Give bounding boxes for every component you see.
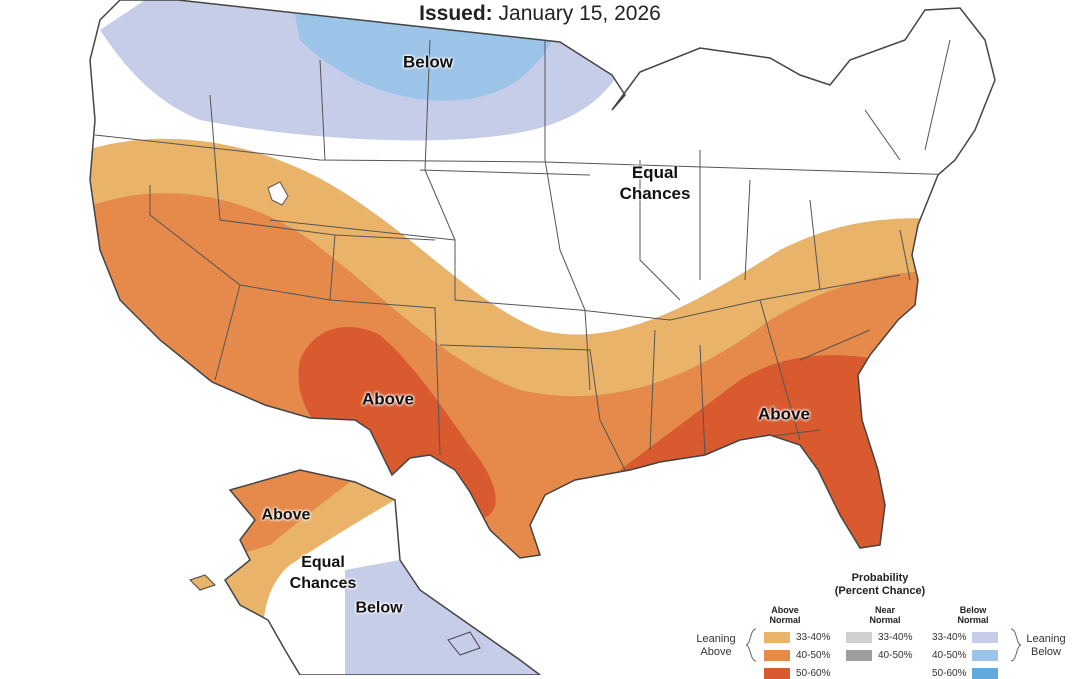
legend-swatch — [764, 649, 790, 661]
legend-near-header: Near Normal — [850, 605, 920, 625]
legend-bin-label: 33-40% — [796, 631, 831, 643]
label-above-southwest: Above — [362, 389, 414, 409]
legend-swatch — [972, 631, 999, 643]
legend-leaning-below-2: Below — [1031, 646, 1061, 658]
label-equal-line: Equal — [631, 163, 679, 182]
label-equal-chances-alaska: Equal Chances — [290, 552, 357, 594]
legend-leaning-above-2: Above — [700, 646, 732, 658]
legend-near-header-1: Near — [874, 605, 895, 615]
legend-below-header-1: Below — [959, 605, 987, 615]
label-ak-chances-line: Chances — [289, 575, 357, 592]
issued-label: Issued: — [419, 2, 493, 25]
issued-line: Issued: January 15, 2026 — [0, 0, 1080, 28]
legend-leaning-above: Leaning Above — [690, 633, 742, 659]
legend-bin-label: 40-50% — [796, 649, 831, 661]
legend-below-header: Below Normal — [938, 605, 1008, 625]
legend-bin-label: 40-50% — [932, 649, 967, 661]
legend-title: Probability (Percent Chance) — [800, 572, 960, 598]
legend-above-header: Above Normal — [750, 605, 820, 625]
legend-above-row-3: 50-60% — [764, 667, 830, 679]
label-below-north: Below — [402, 52, 454, 72]
legend-brace-right — [1010, 628, 1022, 662]
legend-below-row-2: 40-50% — [932, 649, 999, 661]
legend-swatch — [846, 649, 872, 661]
legend-below-row-3: 50-60% — [932, 667, 999, 679]
legend-above-header-2: Normal — [769, 615, 801, 625]
legend-below-row-1: 33-40% — [932, 631, 999, 643]
label-above-southeast: Above — [758, 404, 810, 424]
label-below-alaska: Below — [355, 599, 403, 617]
legend-swatch — [764, 631, 790, 643]
legend-leaning-below: Leaning Below — [1021, 633, 1071, 659]
issued-date: January 15, 2026 — [498, 2, 661, 25]
legend-title-line1: Probability — [851, 572, 909, 584]
label-chances-line: Chances — [619, 184, 691, 203]
label-ak-equal-line: Equal — [301, 554, 345, 571]
label-equal-chances-conus: Equal Chances — [620, 162, 691, 204]
legend-swatch — [972, 667, 999, 679]
legend-swatch — [972, 649, 999, 661]
legend-brace-left — [745, 628, 757, 662]
legend-above-row-1: 33-40% — [764, 631, 830, 643]
legend-leaning-above-1: Leaning — [696, 633, 736, 645]
legend-swatch — [764, 667, 790, 679]
label-above-alaska: Above — [261, 506, 311, 524]
legend-below-header-2: Normal — [957, 615, 989, 625]
legend-above-header-1: Above — [771, 605, 799, 615]
legend-above-row-2: 40-50% — [764, 649, 830, 661]
legend-bin-label: 40-50% — [878, 649, 913, 661]
legend-bin-label: 33-40% — [932, 631, 967, 643]
legend-near-row-1: 33-40% — [846, 631, 912, 643]
legend-title-line2: (Percent Chance) — [834, 585, 926, 597]
legend-near-header-2: Normal — [869, 615, 901, 625]
legend-bin-label: 50-60% — [796, 667, 831, 679]
legend-near-row-2: 40-50% — [846, 649, 912, 661]
legend-bin-label: 50-60% — [932, 667, 967, 679]
legend-leaning-below-1: Leaning — [1026, 633, 1066, 645]
legend-bin-label: 33-40% — [878, 631, 913, 643]
probability-legend: Probability (Percent Chance) Above Norma… — [690, 570, 1080, 679]
legend-swatch — [846, 631, 872, 643]
